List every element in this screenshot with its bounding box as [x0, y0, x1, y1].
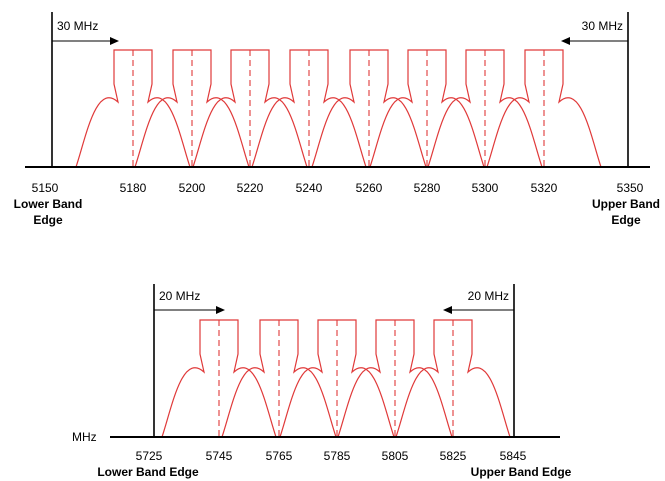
bottom-tick-label: 5785: [324, 449, 351, 463]
top-diagram: 30 MHz 30 MHz 5150 5180 5200 5220 5240 5…: [14, 12, 660, 227]
top-right-span-arrow: [561, 37, 628, 45]
top-lower-band-edge-label: Edge: [33, 213, 63, 227]
top-tick-label: 5320: [531, 181, 558, 195]
channel-spectrum-mask: [161, 319, 277, 438]
channel-spectrum-mask: [369, 49, 485, 168]
top-tick-label: 5240: [296, 181, 323, 195]
bottom-tick-label: 5845: [500, 449, 527, 463]
top-left-span-label: 30 MHz: [57, 19, 98, 33]
bottom-right-span-label: 20 MHz: [468, 289, 509, 303]
bottom-lower-band-edge-label: Lower Band Edge: [97, 465, 199, 479]
top-upper-band-edge-label: Upper Band: [592, 197, 660, 211]
channel-spectrum-mask: [221, 319, 337, 438]
top-right-span-label: 30 MHz: [582, 19, 623, 33]
bottom-tick-label: 5805: [382, 449, 409, 463]
top-tick-label: 5280: [414, 181, 441, 195]
top-spectrum-masks: [75, 49, 602, 168]
channel-spectrum-mask: [279, 319, 395, 438]
channel-spectrum-mask: [395, 319, 511, 438]
bottom-tick-label: 5825: [440, 449, 467, 463]
top-tick-label: 5150: [32, 181, 59, 195]
bottom-axis-unit-label: MHz: [72, 430, 97, 444]
bottom-spectrum-masks: [161, 319, 511, 438]
top-tick-label: 5220: [237, 181, 264, 195]
bottom-left-span-arrow: [154, 306, 225, 314]
top-left-span-arrow: [52, 37, 119, 45]
top-tick-label: 5350: [617, 181, 644, 195]
bottom-tick-label: 5745: [206, 449, 233, 463]
channel-spectrum-mask: [337, 319, 453, 438]
bottom-tick-label: 5765: [266, 449, 293, 463]
bottom-tick-label: 5725: [136, 449, 163, 463]
bottom-upper-band-edge-label: Upper Band Edge: [471, 465, 572, 479]
channel-spectrum-mask: [311, 49, 427, 168]
bottom-right-span-arrow: [443, 306, 514, 314]
top-tick-label: 5200: [179, 181, 206, 195]
top-tick-label: 5300: [472, 181, 499, 195]
top-lower-band-edge-label: Lower Band: [14, 197, 83, 211]
top-upper-band-edge-label: Edge: [611, 213, 641, 227]
bottom-left-span-label: 20 MHz: [159, 289, 200, 303]
top-tick-label: 5260: [356, 181, 383, 195]
bottom-diagram: 20 MHz 20 MHz MHz 5725 5745 5765 5785 58…: [72, 284, 572, 479]
top-tick-label: 5180: [120, 181, 147, 195]
